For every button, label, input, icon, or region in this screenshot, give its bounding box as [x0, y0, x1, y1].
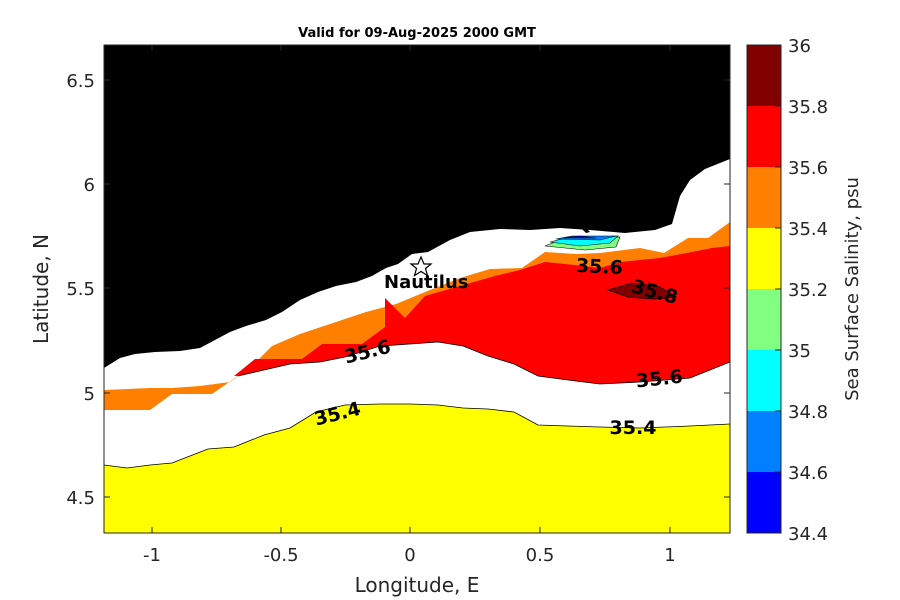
y-ticks	[104, 79, 730, 498]
colorbar-tick-label: 34.4	[788, 524, 828, 545]
x-tick-label: 1	[664, 545, 675, 566]
y-tick-label: 4.5	[66, 488, 95, 509]
colorbar-tick-label: 35.6	[788, 158, 828, 179]
colorbar-segment	[747, 472, 781, 533]
colorbar-tick-label: 35.4	[788, 219, 828, 240]
colorbar-segment	[747, 289, 781, 350]
colorbar-segment	[747, 228, 781, 289]
colorbar-tick-label: 35	[788, 341, 811, 362]
contour-label: 35.4	[610, 417, 657, 439]
y-axis-label: Latitude, N	[29, 234, 53, 344]
colorbar-segment	[747, 411, 781, 472]
colorbar-tick-label: 35.8	[788, 97, 828, 118]
contour-label: 35.6	[575, 255, 623, 279]
y-tick-label: 5	[84, 384, 95, 405]
x-axis-label: Longitude, E	[355, 573, 480, 597]
plot-area	[104, 45, 730, 533]
x-tick-label: -0.5	[263, 545, 298, 566]
star-icon	[409, 255, 433, 277]
x-tick-label: -1	[143, 545, 161, 566]
x-ticks	[151, 45, 671, 533]
salinity-band-red	[234, 246, 730, 384]
salinity-band-blue	[561, 235, 597, 239]
salinity-band-yellow	[104, 404, 730, 533]
land-islet	[578, 222, 590, 233]
contour-label: 35.6	[635, 366, 684, 393]
x-tick-label: 0.5	[526, 545, 555, 566]
colorbar-segment	[747, 45, 781, 106]
colorbar	[746, 44, 782, 534]
y-tick-label: 6	[84, 175, 95, 196]
chart-title: Valid for 09-Aug-2025 2000 GMT	[298, 26, 536, 41]
colorbar-tick-label: 34.8	[788, 402, 828, 423]
x-tick-label: 0	[404, 545, 415, 566]
colorbar-label: Sea Surface Salinity, psu	[842, 177, 863, 401]
colorbar-segment	[747, 350, 781, 411]
y-tick-label: 6.5	[66, 71, 95, 92]
salinity-contour-35-6	[237, 341, 730, 385]
y-tick-label: 5.5	[66, 279, 95, 300]
colorbar-tick-label: 34.6	[788, 463, 828, 484]
salinity-band-darkred	[606, 282, 678, 300]
land-mass	[104, 45, 730, 368]
colorbar-tick-label: 35.2	[788, 280, 828, 301]
axes-box	[103, 44, 731, 534]
colorbar-segment	[747, 167, 781, 228]
marker-label: Nautilus	[384, 272, 469, 293]
colorbar-tick-label: 36	[788, 36, 811, 57]
colorbar-segment	[747, 106, 781, 167]
salinity-contour-35-4	[104, 403, 730, 469]
